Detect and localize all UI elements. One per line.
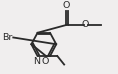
Text: N: N — [34, 57, 40, 66]
Text: O: O — [82, 20, 89, 29]
Text: O: O — [42, 57, 49, 66]
Text: O: O — [63, 1, 70, 10]
Text: Br: Br — [2, 33, 13, 42]
